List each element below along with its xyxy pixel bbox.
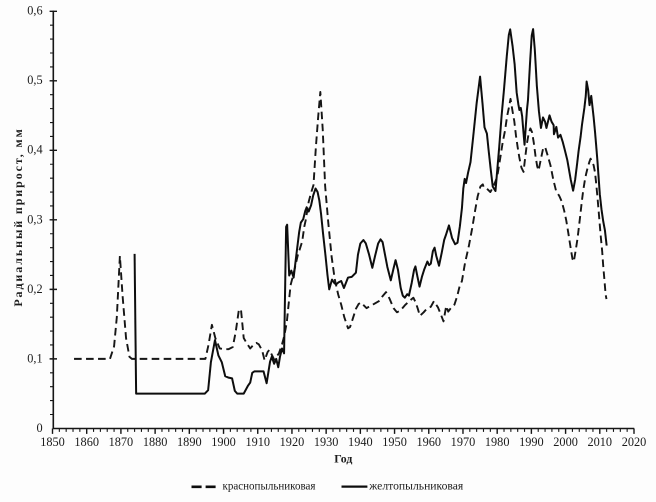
svg-text:1970: 1970 xyxy=(451,435,476,449)
svg-text:1980: 1980 xyxy=(485,435,510,449)
svg-text:желтопыльниковая: желтопыльниковая xyxy=(368,480,464,493)
svg-text:1920: 1920 xyxy=(280,435,305,449)
svg-text:1870: 1870 xyxy=(109,435,134,449)
svg-text:1880: 1880 xyxy=(143,435,168,449)
svg-text:1990: 1990 xyxy=(519,435,544,449)
svg-text:1930: 1930 xyxy=(314,435,339,449)
svg-text:2020: 2020 xyxy=(622,435,647,449)
svg-text:1910: 1910 xyxy=(245,435,270,449)
svg-text:2000: 2000 xyxy=(553,435,578,449)
svg-text:0,1: 0,1 xyxy=(27,351,42,365)
svg-text:2010: 2010 xyxy=(587,435,612,449)
svg-text:0,3: 0,3 xyxy=(27,212,42,226)
svg-text:0: 0 xyxy=(36,421,42,435)
svg-text:1940: 1940 xyxy=(348,435,373,449)
svg-text:1850: 1850 xyxy=(40,435,65,449)
svg-text:краснопыльниковая: краснопыльниковая xyxy=(223,480,317,493)
svg-text:1860: 1860 xyxy=(74,435,99,449)
svg-text:1900: 1900 xyxy=(211,435,236,449)
svg-text:1890: 1890 xyxy=(177,435,202,449)
svg-text:0,5: 0,5 xyxy=(27,73,42,87)
svg-text:1950: 1950 xyxy=(382,435,407,449)
svg-text:0,2: 0,2 xyxy=(27,282,42,296)
svg-text:0,6: 0,6 xyxy=(27,4,42,18)
svg-text:0,4: 0,4 xyxy=(27,143,42,157)
svg-text:Год: Год xyxy=(334,451,352,465)
svg-text:Радиальный прирост, мм: Радиальный прирост, мм xyxy=(11,127,25,306)
svg-text:1960: 1960 xyxy=(416,435,441,449)
